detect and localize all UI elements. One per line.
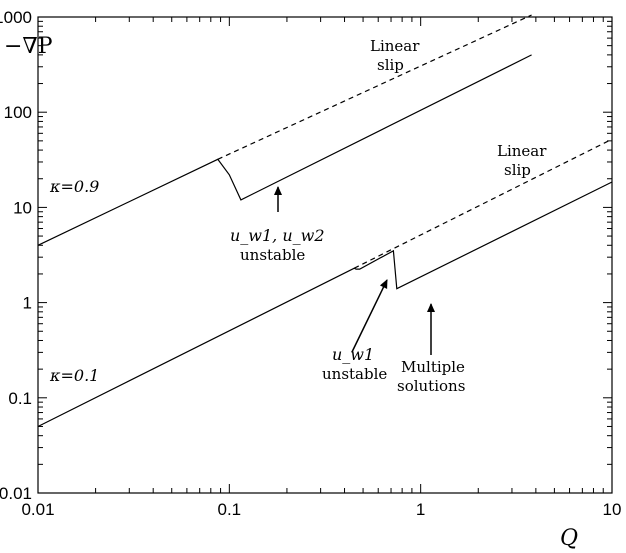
x-axis-label: Q (560, 526, 578, 551)
y-tick-label: 0.01 (0, 484, 32, 503)
annotation-multiple-solutions: Multiple solutions (397, 358, 470, 395)
x-tick-label: 0.1 (218, 500, 242, 519)
y-tick-label: 0.1 (8, 389, 32, 408)
series-line-0 (37, 54, 532, 246)
annotation-linear-slip-upper: Linear slip (370, 37, 424, 74)
y-axis-label: −∇P (4, 34, 53, 59)
axis-ticks (37, 17, 612, 494)
annotation-linear-slip-lower: Linear slip (497, 142, 551, 179)
series-line-linear-slip-1 (217, 14, 532, 160)
y-tick-label: 1 (23, 294, 32, 313)
series-lines (37, 14, 613, 428)
y-tick-label: 10 (13, 198, 32, 217)
x-tick-label: 0.01 (21, 500, 54, 519)
annotation-uw1-uw2-unstable: u_w1, u_w2 unstable (230, 226, 329, 264)
annotation-uw1-unstable: u_w1 unstable (322, 345, 387, 383)
arrow-uw1 (351, 279, 388, 353)
plot-frame (37, 16, 613, 494)
y-tick-label: 100 (4, 103, 32, 122)
series-line-linear-slip-3 (354, 138, 613, 269)
annotation-kappa-01: κ=0.1 (49, 366, 99, 385)
series-line-2 (37, 181, 613, 428)
x-tick-label: 10 (603, 500, 622, 519)
x-tick-labels: 0.01 0.1 1 10 (21, 500, 621, 519)
x-tick-label: 1 (416, 500, 425, 519)
annotation-kappa-09: κ=0.9 (49, 177, 99, 196)
